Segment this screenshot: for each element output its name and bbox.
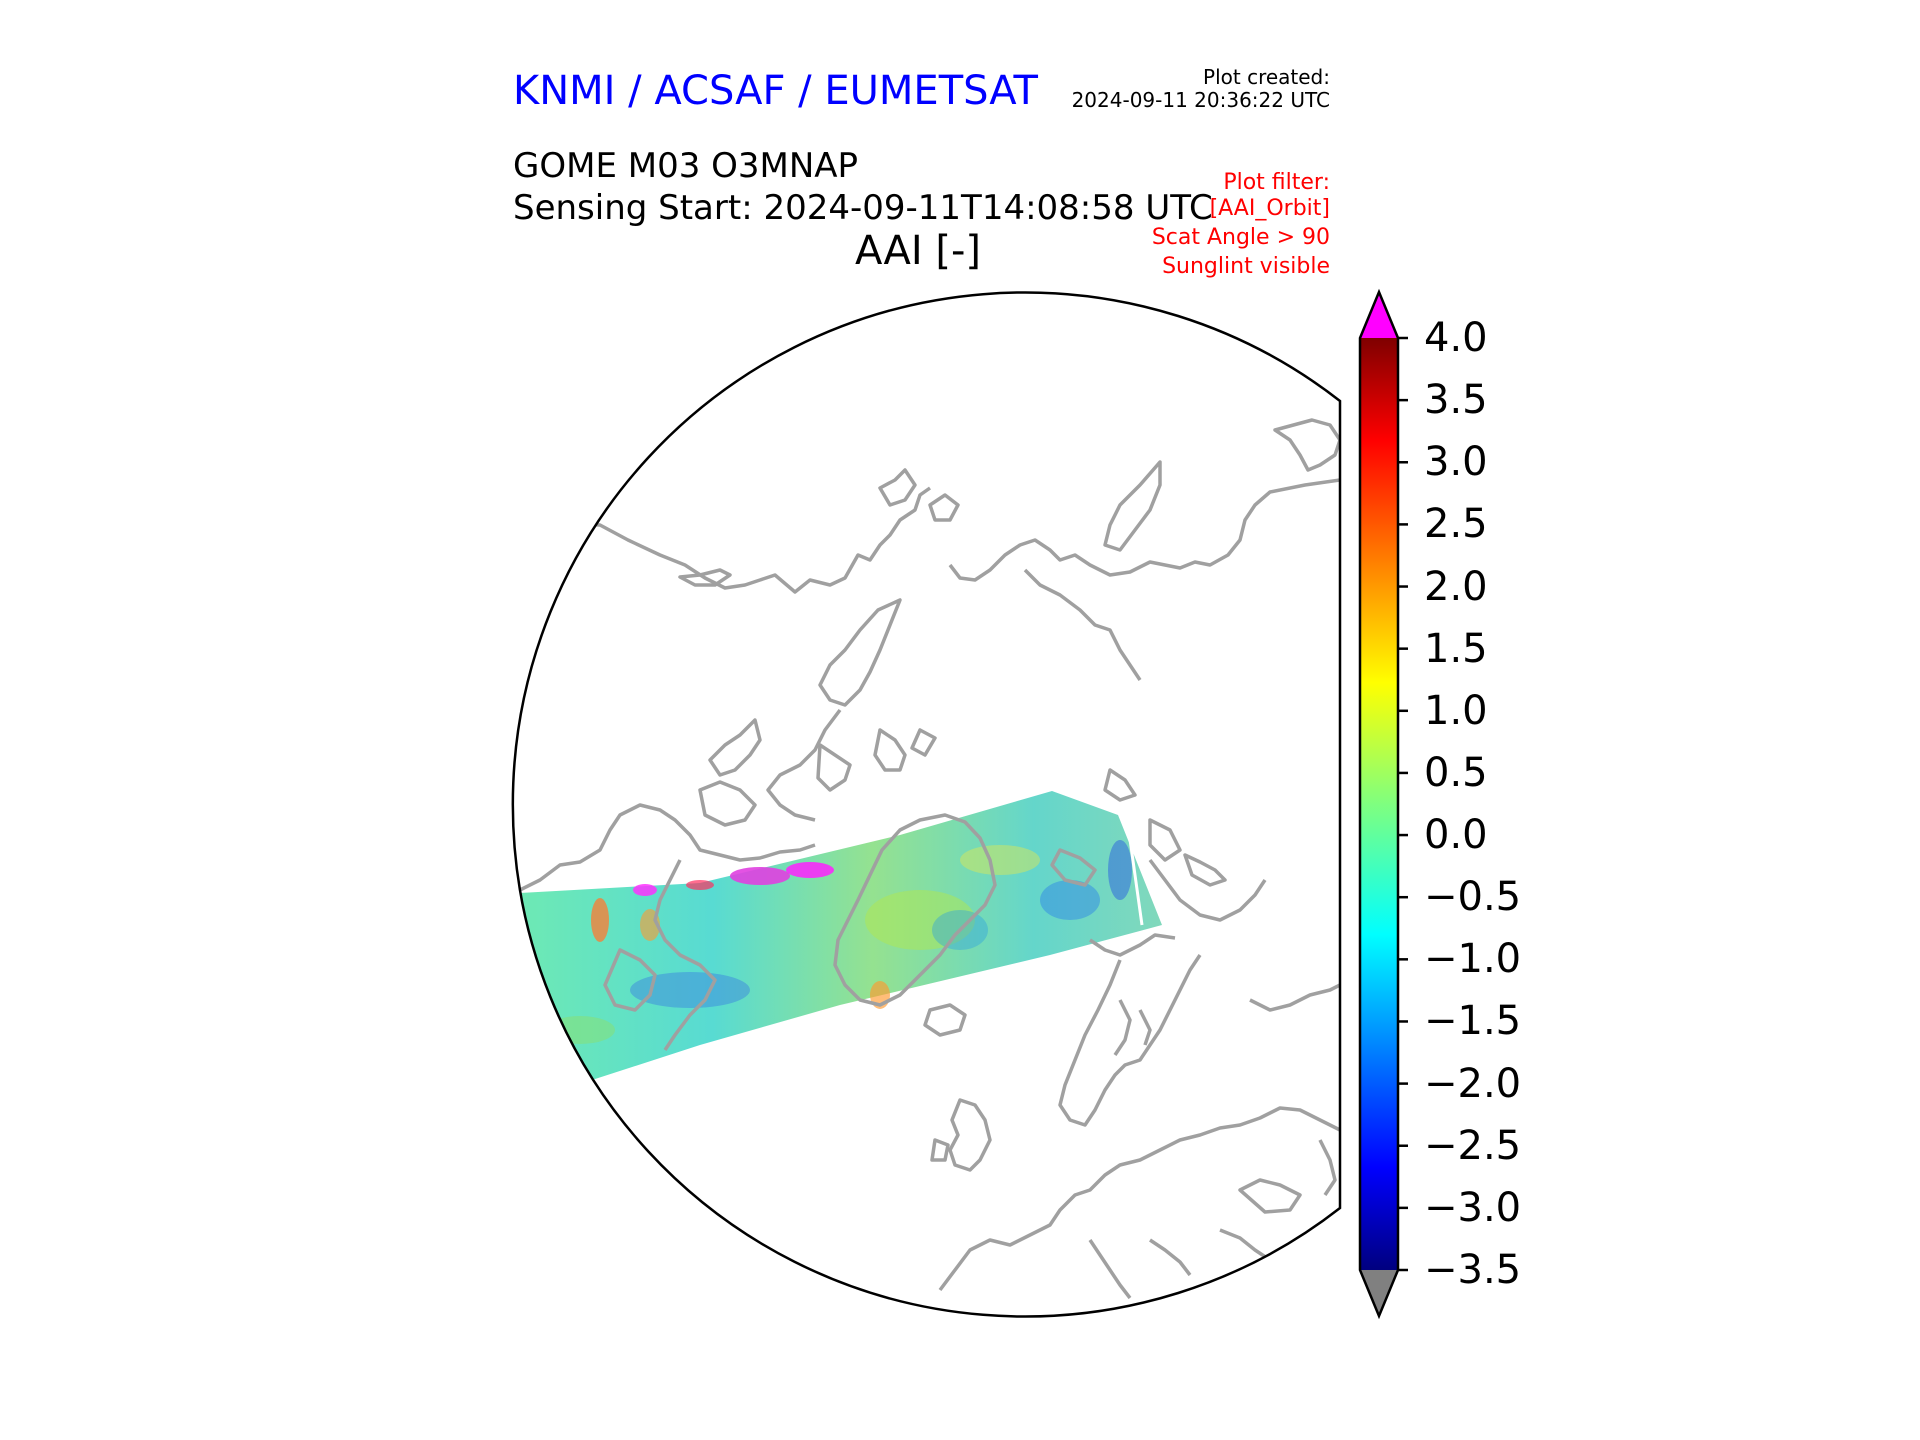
colorbar-gradient <box>1360 338 1398 1270</box>
colorbar-tick-label: 3.0 <box>1424 439 1488 486</box>
colorbar <box>1358 288 1408 1320</box>
colorbar-tick-label: −3.5 <box>1424 1247 1522 1293</box>
colorbar-under-extension <box>1360 1270 1398 1316</box>
colorbar-tick-label: 3.5 <box>1424 377 1488 424</box>
colorbar-tick-label: −0.5 <box>1424 874 1522 921</box>
colorbar-tick-label: −1.0 <box>1424 936 1522 983</box>
colorbar-ticks <box>1398 336 1408 1272</box>
sensing-start: Sensing Start: 2024-09-11T14:08:58 UTC <box>513 188 1213 228</box>
colorbar-tick-label: 2.5 <box>1424 501 1488 548</box>
map-boundary <box>511 291 1342 1318</box>
plot-filter-sunglint: Sunglint visible <box>1162 254 1330 279</box>
colorbar-tick-label: −3.0 <box>1424 1184 1522 1231</box>
organization-title: KNMI / ACSAF / EUMETSAT <box>513 68 1038 114</box>
colorbar-tick-label: 0.0 <box>1424 812 1488 859</box>
coastlines <box>519 418 1340 1300</box>
colorbar-over-extension <box>1360 292 1398 338</box>
map-content <box>519 418 1340 1300</box>
colorbar-tick-label: 1.5 <box>1424 625 1488 672</box>
colorbar-tick-label: −1.5 <box>1424 998 1522 1045</box>
plot-filter-scat-angle: Scat Angle > 90 <box>1151 225 1330 250</box>
colorbar-tick-label: 1.0 <box>1424 687 1488 734</box>
plot-title: AAI [-] <box>855 228 981 274</box>
plot-filter-orbit: [AAI_Orbit] <box>1209 196 1330 221</box>
product-name: GOME M03 O3MNAP <box>513 146 859 186</box>
colorbar-tick-label: 0.5 <box>1424 749 1488 796</box>
colorbar-tick-label: −2.5 <box>1424 1122 1522 1169</box>
plot-filter-label: Plot filter: <box>1223 170 1330 195</box>
colorbar-tick-label: 4.0 <box>1424 315 1488 361</box>
colorbar-tick-label: 2.0 <box>1424 563 1488 610</box>
colorbar-tick-label: −2.0 <box>1424 1060 1522 1107</box>
plot-created-timestamp: 2024-09-11 20:36:22 UTC <box>1071 88 1330 112</box>
plot-created-label: Plot created: <box>1203 65 1330 89</box>
